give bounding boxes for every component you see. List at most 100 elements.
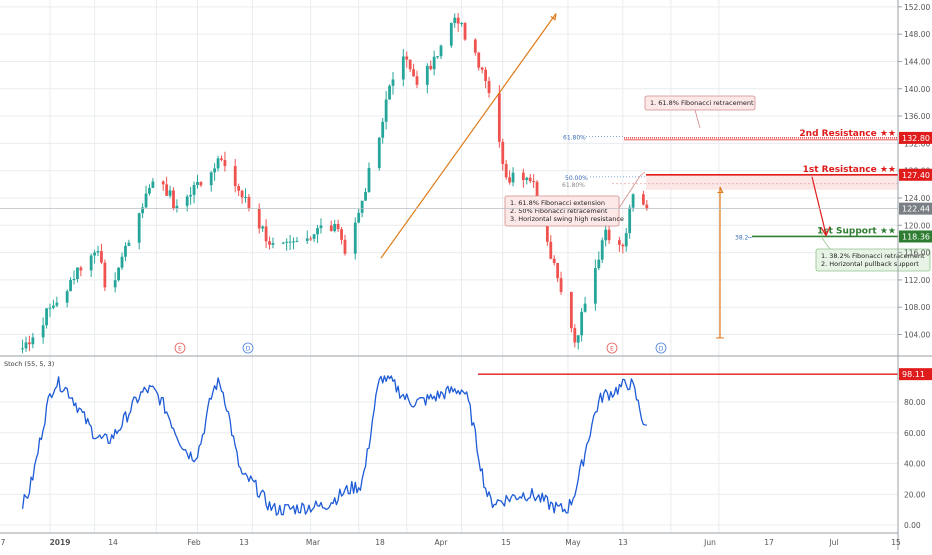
resistance1-price-tag: 127.40 — [899, 168, 932, 181]
candle-body — [41, 325, 45, 338]
candle-body — [477, 52, 481, 68]
resistance2-price-tag: 132.80 — [899, 131, 932, 144]
annotation-top-line: 1. 61.8% Fibonacci retracement — [650, 99, 754, 107]
price-tick-label: 124.00 — [904, 194, 930, 203]
upswing-arrow-head — [550, 13, 557, 21]
candle-body — [148, 187, 151, 194]
candle-body — [556, 262, 560, 279]
candle-body — [120, 256, 124, 268]
support1-price-tag: 118.36 — [899, 230, 932, 243]
candle-body — [285, 241, 289, 243]
candle-body — [487, 80, 491, 94]
time-axis-label: 13 — [618, 538, 628, 547]
candle-body — [583, 303, 587, 312]
price-tick-label: 152.00 — [904, 3, 930, 12]
stoch-tick-label: 20.00 — [904, 490, 926, 499]
candle-body — [381, 121, 385, 138]
candle-body — [31, 337, 35, 345]
candle-body — [28, 342, 31, 345]
event-marker[interactable]: E — [174, 342, 186, 354]
candle-body — [401, 56, 405, 80]
candle-body — [528, 177, 532, 182]
candle-body — [501, 141, 505, 165]
candle-body — [209, 172, 213, 186]
event-marker[interactable]: E — [606, 342, 618, 354]
time-axis-label: 15 — [501, 538, 511, 547]
event-marker-letter: D — [659, 346, 664, 353]
candle-body — [316, 228, 319, 235]
event-marker-circle — [174, 342, 186, 354]
candle-body — [185, 196, 189, 206]
time-axis-label: Mar — [306, 538, 321, 547]
stoch-tick-label: 0.00 — [904, 521, 921, 530]
candle-body — [96, 251, 100, 253]
stoch-line — [21, 375, 647, 516]
candle-body — [343, 239, 347, 254]
candle-body — [240, 190, 244, 198]
candle-body — [573, 328, 577, 343]
last-price-tag-bg — [899, 202, 932, 215]
candle-body — [484, 69, 488, 81]
candle-body — [357, 212, 361, 223]
candle-body — [549, 241, 553, 259]
target-arrow — [811, 176, 827, 235]
candle-body — [621, 244, 625, 247]
event-marker-letter: E — [178, 346, 182, 353]
upswing-arrow — [380, 13, 557, 259]
annotation-top-leader — [694, 109, 701, 129]
candle-body — [261, 226, 265, 229]
candle-body — [329, 225, 333, 232]
candle-body — [425, 65, 429, 85]
candle-body — [137, 213, 141, 243]
stoch-level-tag-bg — [899, 368, 932, 381]
candle-body — [312, 234, 316, 239]
candle-body — [535, 181, 539, 207]
annotation-left-line: 1. 61.8% Fibonacci extension — [510, 199, 605, 207]
candle-body — [247, 196, 251, 209]
candle-body — [333, 223, 337, 232]
resistance2-label: 2nd Resistance ★★ — [799, 129, 896, 139]
candle-body — [384, 99, 388, 122]
last-price-tag-text: 122.44 — [902, 205, 930, 214]
candle-body — [511, 172, 515, 183]
candle-body — [141, 207, 145, 214]
event-marker[interactable]: D — [655, 342, 667, 354]
candle-body — [21, 348, 24, 350]
time-axis-label: 17 — [764, 538, 774, 547]
candle-body — [353, 222, 357, 254]
event-marker[interactable]: D — [242, 342, 254, 354]
support1-price-tag-bg — [899, 230, 932, 243]
candle-body — [391, 79, 395, 86]
candle-body — [79, 267, 83, 271]
support1-label: 1st Support ★★ — [817, 226, 896, 236]
annotation-right-line: 1. 38.2% Fibonacci retracement — [821, 252, 925, 260]
candle-body — [161, 181, 165, 185]
stoch-level-tag: 98.11 — [899, 368, 932, 381]
candle-body — [480, 67, 484, 70]
candle-body — [213, 168, 217, 173]
candle-body — [24, 342, 28, 349]
candle-body — [436, 56, 439, 58]
price-tick-label: 120.00 — [904, 221, 930, 230]
annotation-right-leader — [821, 232, 831, 250]
candle-body — [309, 238, 313, 240]
candle-body — [463, 22, 467, 40]
event-marker-letter: E — [610, 346, 614, 353]
candle-body — [100, 251, 103, 263]
event-marker-circle — [606, 342, 618, 354]
time-axis-label: Jun — [703, 538, 716, 547]
candle-body — [576, 335, 580, 343]
candle-body — [432, 56, 436, 70]
candle-body — [405, 56, 409, 60]
candle-body — [175, 205, 179, 209]
event-marker-circle — [655, 342, 667, 354]
candle-body — [89, 255, 93, 271]
candle-body — [113, 280, 117, 288]
price-tick-label: 108.00 — [904, 303, 930, 312]
annotation-right-line: 2. Horizontal pullback support — [821, 260, 919, 268]
resistance2-price-tag-bg — [899, 131, 932, 144]
candle-body — [216, 158, 220, 169]
stoch-tick-label: 60.00 — [904, 429, 926, 438]
